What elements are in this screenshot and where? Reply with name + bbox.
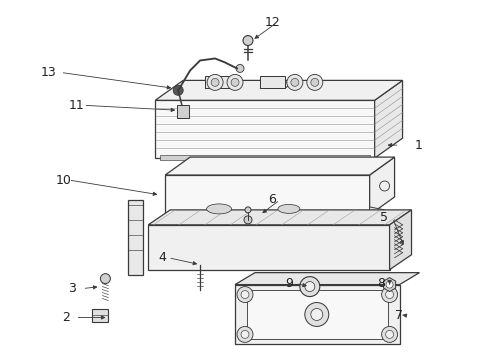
Circle shape bbox=[245, 207, 251, 213]
Circle shape bbox=[386, 281, 393, 288]
Polygon shape bbox=[128, 200, 143, 275]
Circle shape bbox=[311, 309, 323, 320]
Text: 1: 1 bbox=[415, 139, 422, 152]
Polygon shape bbox=[235, 285, 399, 345]
Text: 8: 8 bbox=[378, 277, 386, 290]
Text: 2: 2 bbox=[63, 311, 71, 324]
Polygon shape bbox=[390, 210, 412, 270]
Polygon shape bbox=[235, 273, 419, 285]
Circle shape bbox=[237, 327, 253, 342]
Circle shape bbox=[382, 287, 397, 302]
Circle shape bbox=[244, 216, 252, 224]
Circle shape bbox=[237, 287, 253, 302]
Polygon shape bbox=[375, 80, 403, 158]
Polygon shape bbox=[260, 82, 293, 88]
Polygon shape bbox=[369, 157, 394, 215]
Polygon shape bbox=[160, 155, 369, 160]
Circle shape bbox=[173, 85, 183, 95]
Circle shape bbox=[300, 276, 320, 297]
Polygon shape bbox=[177, 105, 189, 118]
Circle shape bbox=[236, 64, 244, 72]
Polygon shape bbox=[155, 80, 403, 100]
Circle shape bbox=[243, 36, 253, 45]
Circle shape bbox=[305, 302, 329, 327]
Circle shape bbox=[231, 78, 239, 86]
Polygon shape bbox=[93, 310, 108, 323]
Circle shape bbox=[386, 330, 393, 338]
Polygon shape bbox=[148, 225, 390, 270]
Text: 3: 3 bbox=[69, 282, 76, 295]
Circle shape bbox=[227, 75, 243, 90]
Text: 7: 7 bbox=[394, 309, 403, 322]
Polygon shape bbox=[260, 76, 285, 88]
Polygon shape bbox=[205, 76, 230, 88]
Circle shape bbox=[311, 78, 319, 86]
Text: 9: 9 bbox=[285, 277, 293, 290]
Polygon shape bbox=[247, 289, 388, 339]
Polygon shape bbox=[165, 157, 394, 175]
Polygon shape bbox=[155, 100, 375, 158]
Text: 4: 4 bbox=[158, 251, 166, 264]
Ellipse shape bbox=[278, 204, 300, 213]
Circle shape bbox=[386, 291, 393, 298]
Text: 12: 12 bbox=[265, 16, 281, 29]
Circle shape bbox=[287, 75, 303, 90]
Polygon shape bbox=[205, 82, 238, 88]
Circle shape bbox=[211, 78, 219, 86]
Polygon shape bbox=[369, 207, 385, 220]
Circle shape bbox=[100, 274, 110, 284]
Polygon shape bbox=[384, 278, 395, 292]
Circle shape bbox=[241, 330, 249, 338]
Circle shape bbox=[207, 75, 223, 90]
Polygon shape bbox=[148, 210, 412, 225]
Text: 6: 6 bbox=[268, 193, 276, 206]
Text: 11: 11 bbox=[69, 99, 84, 112]
Text: 13: 13 bbox=[41, 66, 56, 79]
Text: 5: 5 bbox=[380, 211, 388, 224]
Circle shape bbox=[305, 282, 315, 292]
Circle shape bbox=[307, 75, 323, 90]
Polygon shape bbox=[165, 175, 369, 215]
Circle shape bbox=[291, 78, 299, 86]
Text: 10: 10 bbox=[55, 174, 72, 186]
Ellipse shape bbox=[207, 204, 232, 214]
Circle shape bbox=[382, 327, 397, 342]
Circle shape bbox=[241, 291, 249, 298]
